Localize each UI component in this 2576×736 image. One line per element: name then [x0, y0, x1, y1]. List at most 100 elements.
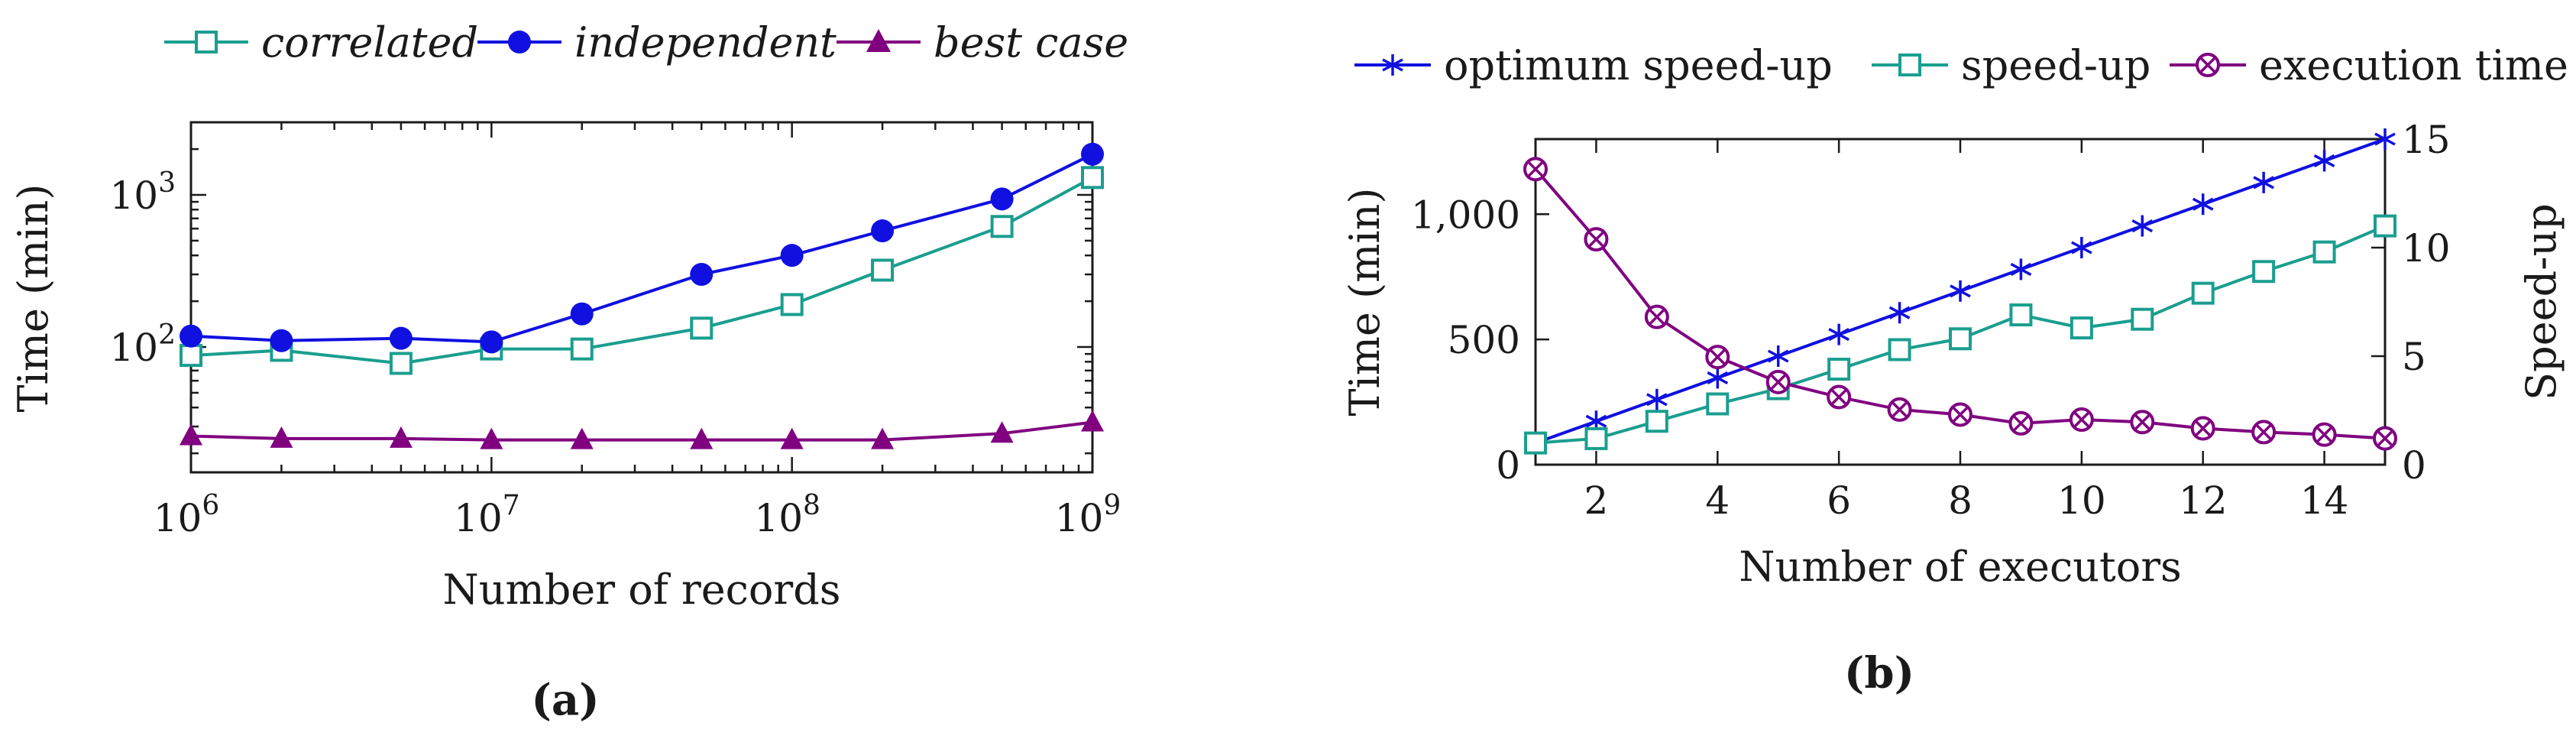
chart-b-right-tick-label: 15 — [2402, 118, 2451, 162]
chart-b-point-optimum-speed-up — [1828, 323, 1849, 345]
chart-b-point-speed-up — [2252, 260, 2276, 284]
legend-a-best-case-label: best case — [934, 18, 1128, 66]
chart-b-x-tick-label: 10 — [2057, 478, 2106, 523]
chart-b-right-tick-label: 5 — [2402, 335, 2426, 379]
chart-a-point-independent — [990, 187, 1014, 211]
chart-b-left-axis: 0 500 1,000 — [1411, 193, 1549, 488]
chart-b-x-tick-label: 4 — [1705, 478, 1730, 523]
chart-b-point-execution-time — [2008, 410, 2034, 436]
legend-b-speed-up: speed-up — [1872, 41, 2150, 89]
chart-a-series — [180, 142, 1104, 449]
chart-a-point-independent — [871, 219, 895, 243]
chart-a-point-best-case — [180, 423, 202, 446]
chart-b-point-optimum-speed-up — [1767, 345, 1789, 367]
chart-a-point-best-case — [871, 427, 895, 449]
chart-a-series-line-best-case — [190, 420, 1093, 442]
chart-b-series — [1523, 128, 2397, 455]
chart-a-caption: (a) — [531, 675, 599, 725]
chart-a-legend: correlated independent best case — [164, 18, 1128, 66]
chart-b-point-execution-time — [1948, 402, 1972, 427]
chart-b-point-speed-up — [2191, 281, 2215, 305]
chart-a-point-correlated — [690, 316, 714, 340]
chart-b-legend: optimum speed-up speed-up execution time — [1354, 41, 2568, 89]
chart-b-point-speed-up — [1706, 392, 1730, 416]
chart-b-point-execution-time — [1705, 345, 1730, 370]
chart-a-point-independent — [1081, 142, 1104, 166]
chart-b-x-tick-label: 12 — [2179, 478, 2228, 523]
chart-a-x-tick-label: 106 — [154, 490, 220, 540]
chart-a-point-independent — [690, 263, 714, 287]
chart-b-point-execution-time — [1887, 397, 1912, 422]
chart-b-point-execution-time — [2312, 422, 2337, 447]
chart-b-point-execution-time — [1827, 384, 1852, 410]
chart-b-point-optimum-speed-up — [2131, 215, 2154, 237]
chart-b-point-optimum-speed-up — [2374, 128, 2396, 150]
chart-b-point-execution-time — [2190, 416, 2215, 441]
chart-a-point-independent — [570, 302, 594, 326]
chart-b-x-tick-label: 2 — [1584, 478, 1609, 523]
legend-b-speed-up-label: speed-up — [1961, 41, 2150, 89]
chart-b-point-optimum-speed-up — [1707, 367, 1729, 389]
chart-b-point-speed-up — [1827, 358, 1851, 381]
chart-b-caption: (b) — [1844, 648, 1914, 699]
chart-b-x-tick-label: 14 — [2300, 478, 2349, 523]
chart-b-point-speed-up — [2131, 307, 2154, 331]
chart-a-plot-frame — [189, 121, 1094, 474]
chart-b-point-speed-up — [2312, 240, 2336, 264]
legend-a-independent: independent — [477, 18, 837, 66]
chart-a-point-independent — [780, 244, 804, 267]
chart-b-right-axis: 0 5 10 15 — [2371, 118, 2451, 488]
chart-b-x-tick-label: 6 — [1827, 478, 1851, 523]
chart-a-point-correlated — [389, 352, 413, 375]
chart-b-point-optimum-speed-up — [1950, 280, 1971, 302]
chart-a-x-tick-label: 109 — [1055, 490, 1121, 540]
chart-a-point-correlated — [871, 258, 895, 282]
chart-b-x-tick-label: 8 — [1948, 478, 1972, 523]
chart-b-left-y-label: Time (min) — [1341, 187, 1389, 416]
chart-b-point-execution-time — [1644, 304, 1669, 329]
chart-a-y-axis: 102 103 — [109, 121, 1092, 455]
chart-a-series-line-independent — [190, 152, 1093, 344]
legend-a-independent-label: independent — [574, 18, 837, 66]
chart-b-point-execution-time — [2373, 426, 2397, 451]
chart-a-point-best-case — [690, 427, 714, 449]
chart-a-point-independent — [480, 330, 503, 354]
chart-a-point-best-case — [480, 427, 503, 449]
chart-a-x-tick-label: 108 — [754, 490, 820, 540]
chart-a-point-independent — [270, 329, 293, 352]
chart-a-point-best-case — [1081, 410, 1104, 432]
chart-a-point-best-case — [389, 426, 413, 448]
chart-b-left-tick-label: 1,000 — [1411, 193, 1520, 237]
legend-b-optimum-label: optimum speed-up — [1444, 41, 1833, 89]
chart-b-left-tick-label: 500 — [1448, 318, 1520, 362]
chart-a-y-tick-label: 102 — [109, 319, 176, 370]
chart-a-point-independent — [180, 324, 202, 348]
chart-b-point-speed-up — [2374, 214, 2396, 238]
chart-b-right-tick-label: 10 — [2402, 226, 2451, 271]
chart-a-point-correlated — [780, 293, 804, 316]
chart-b-point-execution-time — [2130, 410, 2155, 435]
chart-b-point-optimum-speed-up — [2010, 258, 2032, 280]
chart-a-x-label: Number of records — [442, 566, 840, 614]
chart-a: correlated independent best case 106 107 1… — [9, 18, 1128, 725]
chart-a-point-correlated — [180, 344, 202, 368]
chart-a-point-correlated — [1081, 166, 1104, 190]
chart-b-point-execution-time — [1584, 227, 1609, 252]
chart-b-point-execution-time — [2069, 407, 2094, 433]
chart-b-point-optimum-speed-up — [2071, 237, 2092, 258]
chart-b-point-optimum-speed-up — [2253, 171, 2274, 193]
legend-b-execution-time: execution time — [2170, 41, 2568, 89]
chart-b-point-execution-time — [1523, 157, 1548, 182]
chart-b-right-y-label: Speed-up — [2517, 203, 2565, 400]
chart-a-point-best-case — [990, 421, 1014, 443]
legend-a-correlated-label: correlated — [261, 18, 478, 66]
chart-a-point-independent — [389, 326, 413, 350]
chart-a-point-best-case — [270, 426, 293, 448]
legend-b-optimum: optimum speed-up — [1354, 41, 1833, 89]
chart-a-point-best-case — [570, 427, 594, 449]
chart-a-x-tick-label: 107 — [454, 490, 520, 540]
chart-b: optimum speed-up speed-up execution time… — [1341, 41, 2568, 699]
chart-b-point-speed-up — [1645, 410, 1668, 433]
chart-b-point-optimum-speed-up — [1888, 302, 1911, 324]
